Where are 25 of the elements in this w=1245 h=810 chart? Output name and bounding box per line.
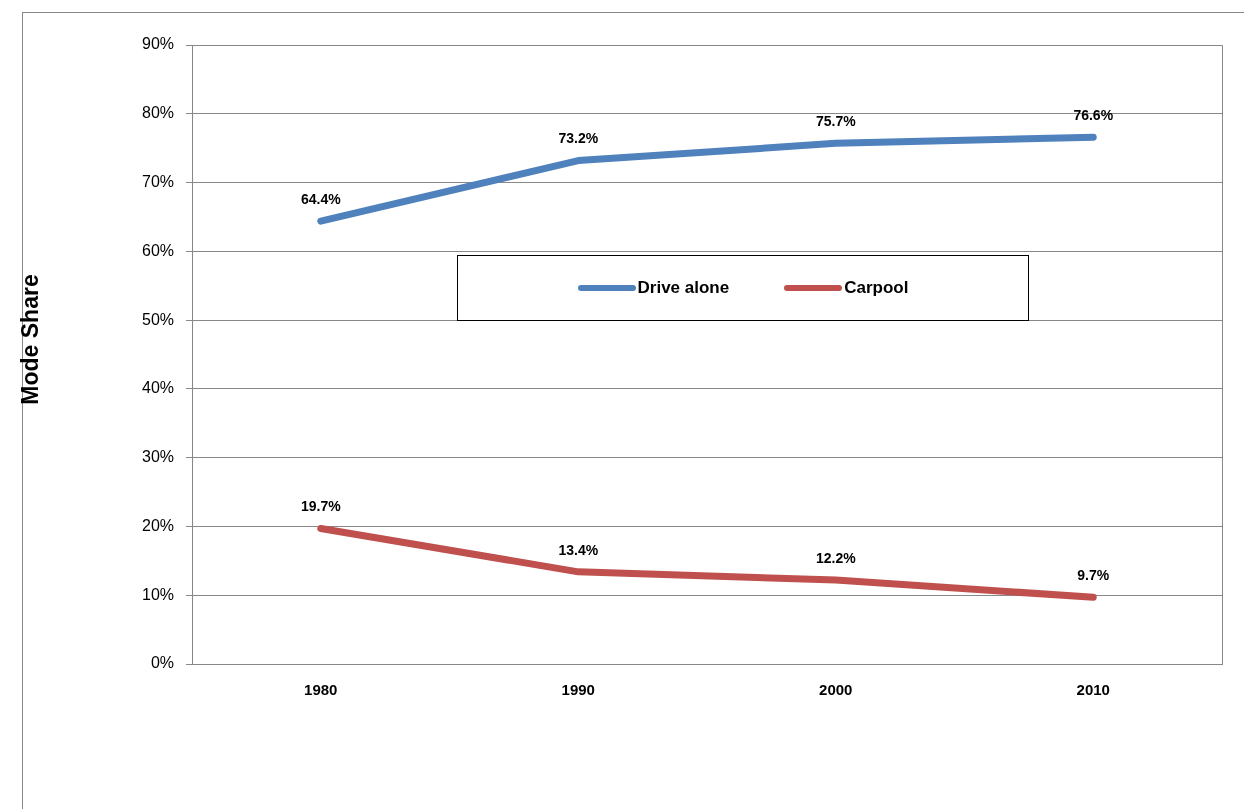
y-tick-label: 60% [141, 241, 175, 259]
x-tick-label: 1990 [561, 681, 595, 699]
data-label: 76.6% [1073, 107, 1114, 124]
x-tick-label: 1980 [304, 681, 338, 699]
data-label: 75.7% [815, 113, 857, 130]
y-axis-title: Mode Share [16, 273, 44, 407]
y-tick-label: 80% [141, 104, 175, 122]
y-tick-label: 50% [141, 310, 175, 328]
data-label: 12.2% [815, 549, 857, 566]
y-tick-label: 0% [150, 654, 175, 672]
y-tick-label: 20% [141, 516, 175, 534]
y-tick-label: 10% [141, 585, 175, 603]
y-tick-label: 90% [141, 35, 175, 53]
data-label: 64.4% [300, 190, 342, 207]
data-label: 73.2% [558, 130, 599, 147]
data-label: 9.7% [1077, 567, 1110, 584]
data-label: 19.7% [300, 498, 342, 515]
x-tick-label: 2010 [1076, 681, 1110, 699]
y-tick-label: 70% [141, 172, 175, 190]
y-tick-label: 30% [141, 448, 175, 466]
y-tick-label: 40% [141, 379, 175, 397]
legend-label: Carpool [844, 278, 909, 298]
legend-label: Drive alone [637, 278, 730, 298]
data-label: 13.4% [558, 541, 599, 558]
x-tick-label: 2000 [819, 681, 853, 699]
